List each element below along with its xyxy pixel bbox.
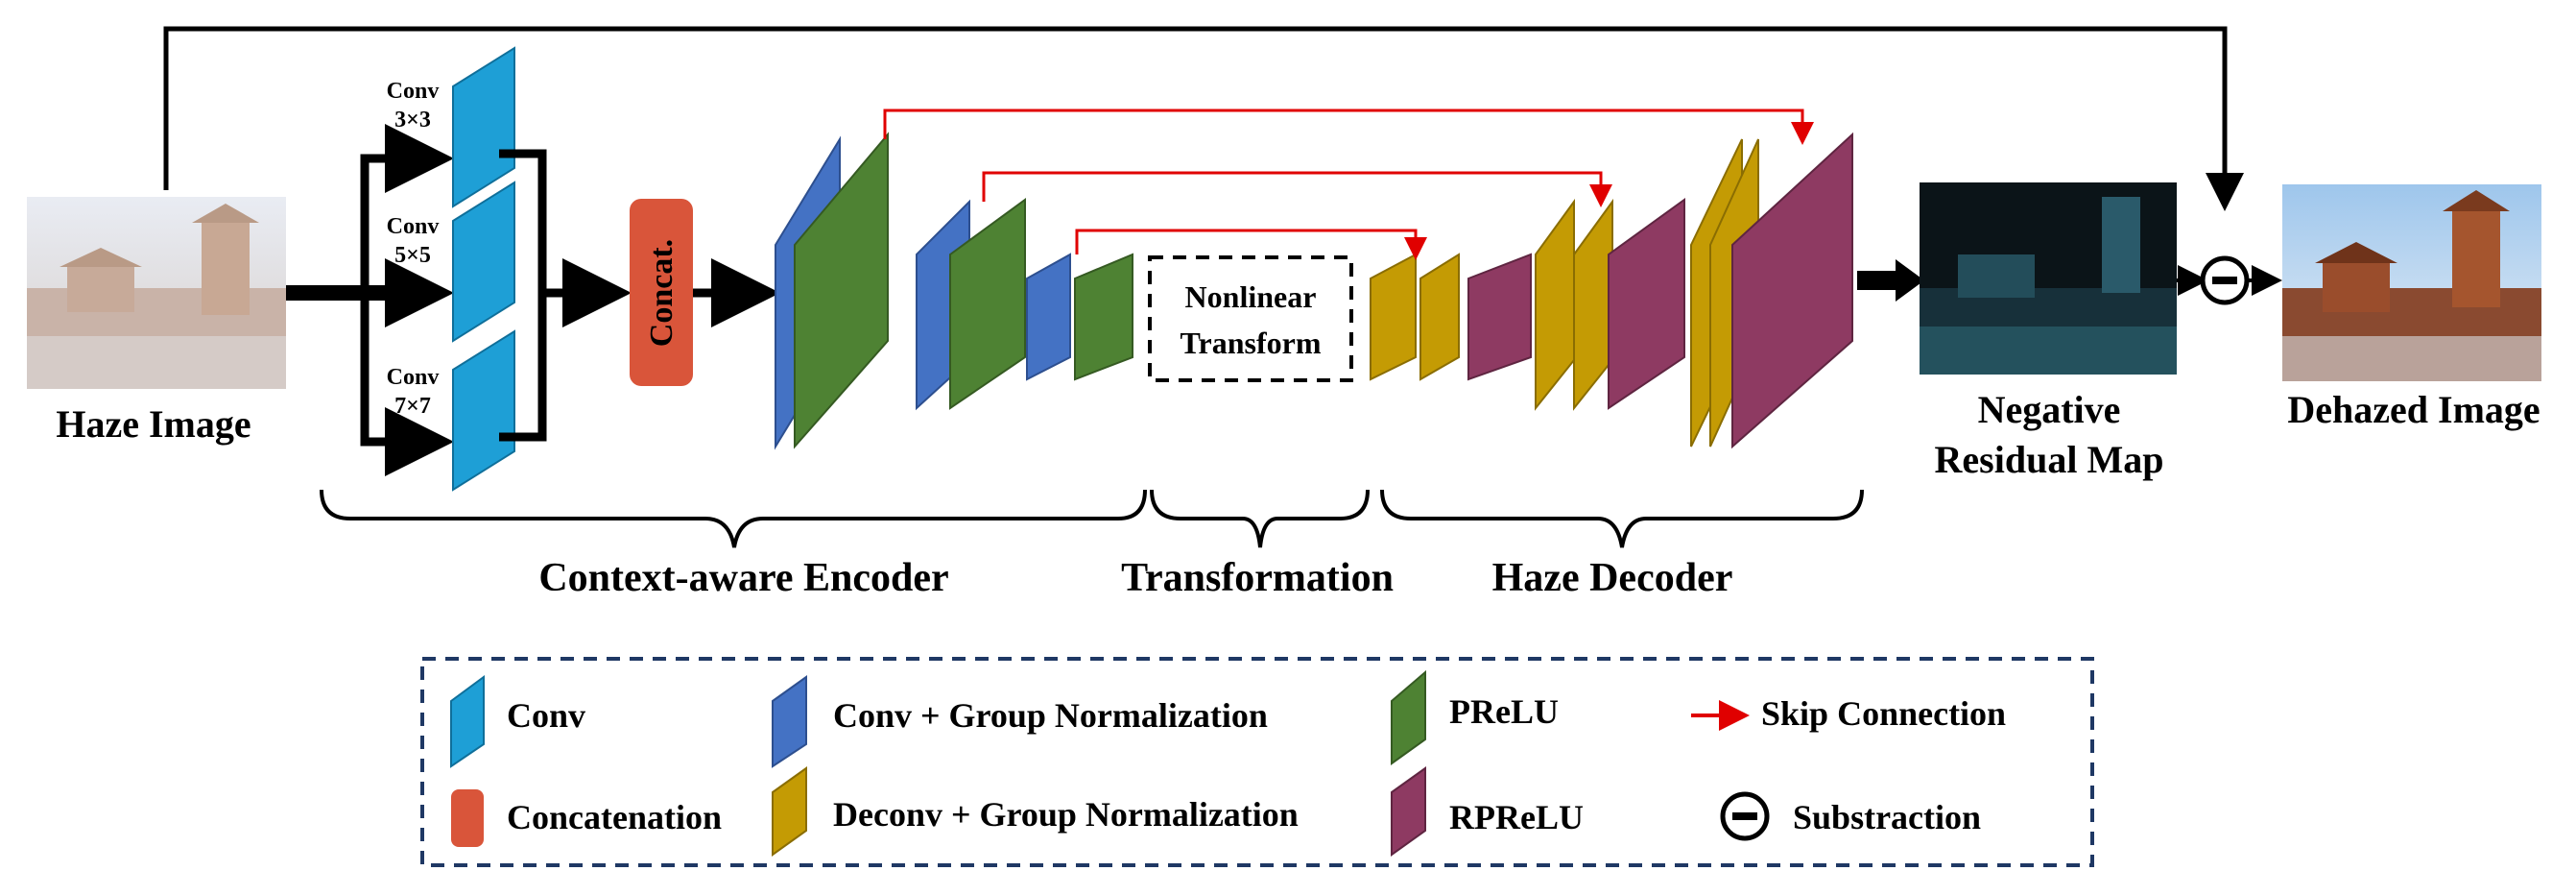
legend-deconv-gn-label: Deconv + Group Normalization bbox=[833, 795, 1299, 834]
decoder-stage-2 bbox=[1535, 198, 1685, 411]
global-skip-line bbox=[163, 26, 2244, 211]
conv-3x3-label: Conv bbox=[387, 79, 440, 104]
haze-image-label: Haze Image bbox=[56, 402, 250, 446]
conv-3x3-size: 3×3 bbox=[394, 108, 431, 133]
legend-rprelu-label: RPReLU bbox=[1449, 798, 1584, 836]
decoder-label: Haze Decoder bbox=[1492, 556, 1733, 600]
legend-conv-gn-swatch bbox=[772, 675, 807, 768]
concat-label: Concat. bbox=[644, 239, 680, 347]
legend-box bbox=[420, 657, 2094, 867]
legend-conv-gn-label: Conv + Group Normalization bbox=[833, 696, 1268, 735]
input-arrow bbox=[286, 124, 454, 476]
conv-5x5-label: Conv bbox=[387, 214, 440, 239]
decoder-out-arrow-head bbox=[1896, 259, 1924, 302]
conv-3x3-block bbox=[452, 46, 515, 208]
transform-label: Transform bbox=[1181, 326, 1322, 360]
dehazed-image-label: Dehazed Image bbox=[2287, 388, 2540, 431]
nonlinear-label: Nonlinear bbox=[1185, 279, 1317, 314]
decoder-brace bbox=[1380, 489, 1864, 548]
legend-conv-label: Conv bbox=[507, 696, 585, 735]
legend-concatenation-label: Concatenation bbox=[507, 798, 722, 836]
encoder-stage-3 bbox=[1026, 253, 1133, 381]
negative-label: Negative bbox=[1978, 388, 2121, 431]
concat-block bbox=[630, 199, 693, 386]
nonlinear-transform-box bbox=[1148, 255, 1353, 382]
legend-prelu-label: PReLU bbox=[1449, 692, 1559, 731]
haze-image bbox=[27, 197, 286, 389]
residual-map-label: Residual Map bbox=[1935, 438, 2164, 481]
transformation-label: Transformation bbox=[1121, 556, 1394, 600]
conv-5x5-size: 5×5 bbox=[394, 243, 431, 268]
decoder-stage-3 bbox=[1690, 132, 1853, 449]
legend-conv-swatch bbox=[450, 675, 485, 768]
legend-prelu-swatch bbox=[1391, 669, 1426, 765]
legend-deconv-gn-swatch bbox=[772, 766, 807, 857]
negative-residual-map-image bbox=[1920, 182, 2177, 375]
dehazed-image bbox=[2282, 184, 2541, 381]
encoder-label: Context-aware Encoder bbox=[538, 556, 948, 600]
legend-subtraction-label: Substraction bbox=[1793, 798, 1981, 836]
legend-skip-label: Skip Connection bbox=[1761, 694, 2006, 733]
decoder-stage-1 bbox=[1370, 253, 1532, 381]
merge-lines bbox=[499, 149, 632, 442]
encoder-brace bbox=[320, 489, 1147, 548]
legend-rprelu-swatch bbox=[1391, 766, 1426, 857]
encoder-stage-1 bbox=[775, 132, 889, 450]
legend-concat-swatch bbox=[451, 789, 484, 847]
conv-7x7-label: Conv bbox=[387, 365, 440, 390]
transformation-brace bbox=[1150, 489, 1370, 548]
skip-connections bbox=[883, 109, 1814, 260]
legend-subtraction-icon bbox=[1720, 791, 1770, 841]
encoder-stage-2 bbox=[916, 198, 1026, 411]
conv-5x5-block bbox=[452, 181, 515, 343]
conv-7x7-block bbox=[452, 329, 515, 492]
subtraction-icon bbox=[2200, 255, 2250, 305]
conv-7x7-size: 7×7 bbox=[394, 394, 431, 419]
